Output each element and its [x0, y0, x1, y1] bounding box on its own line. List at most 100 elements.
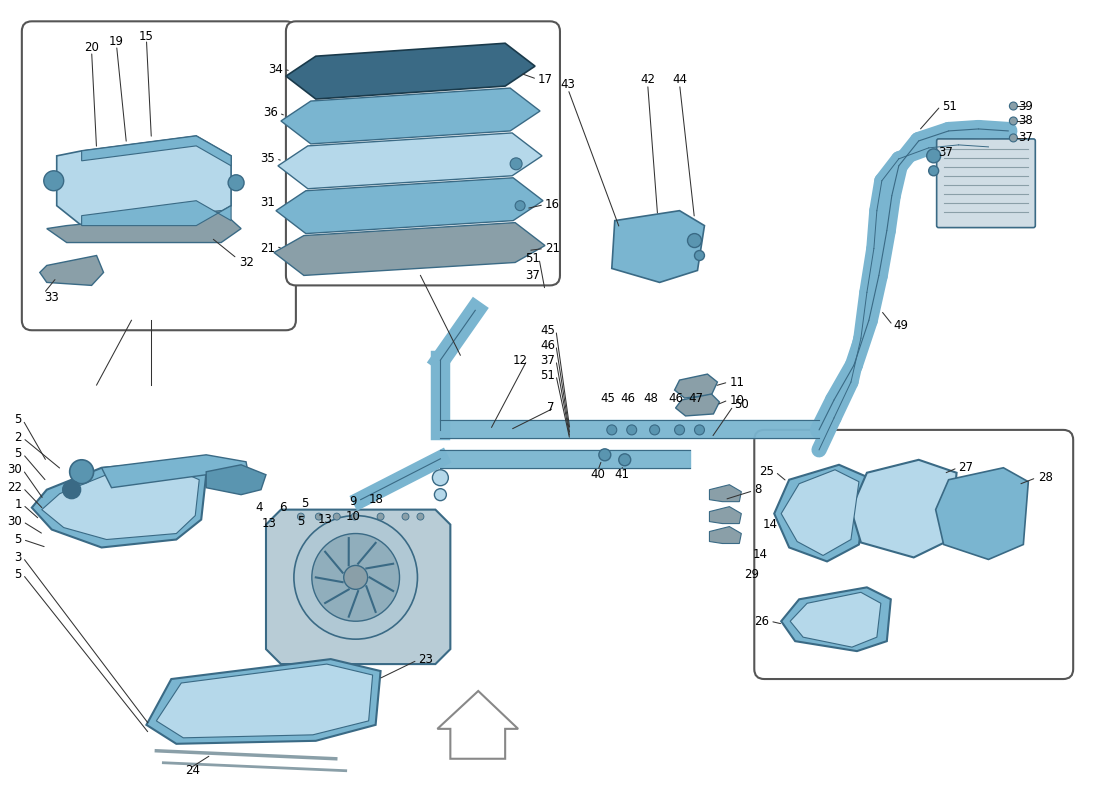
- Text: 34: 34: [268, 62, 283, 76]
- Text: 37: 37: [1019, 131, 1033, 145]
- Circle shape: [377, 513, 384, 520]
- Polygon shape: [81, 136, 231, 166]
- Circle shape: [694, 250, 704, 261]
- Circle shape: [1010, 117, 1018, 125]
- Polygon shape: [674, 374, 717, 398]
- Text: 45: 45: [540, 324, 556, 337]
- Text: 10: 10: [345, 510, 361, 523]
- Circle shape: [1010, 102, 1018, 110]
- Text: 37: 37: [540, 354, 556, 366]
- Circle shape: [928, 166, 938, 176]
- Text: 14: 14: [752, 548, 768, 561]
- FancyBboxPatch shape: [22, 22, 296, 330]
- Polygon shape: [156, 664, 373, 738]
- Text: 5: 5: [301, 497, 309, 510]
- Text: 6: 6: [279, 501, 287, 514]
- Polygon shape: [42, 470, 199, 539]
- Circle shape: [607, 425, 617, 435]
- FancyBboxPatch shape: [286, 22, 560, 286]
- Text: 7: 7: [548, 402, 556, 414]
- Polygon shape: [790, 592, 881, 647]
- Circle shape: [351, 513, 359, 520]
- Text: 36: 36: [263, 106, 278, 119]
- Text: 12: 12: [513, 354, 528, 366]
- Polygon shape: [936, 468, 1028, 559]
- Circle shape: [510, 158, 522, 170]
- Polygon shape: [774, 465, 869, 562]
- Polygon shape: [280, 88, 540, 144]
- Polygon shape: [278, 133, 542, 189]
- Circle shape: [598, 449, 611, 461]
- Text: 33: 33: [44, 291, 58, 304]
- Text: 43: 43: [561, 78, 575, 90]
- Circle shape: [311, 534, 399, 622]
- Text: 37: 37: [938, 146, 954, 159]
- Text: 26: 26: [755, 614, 769, 628]
- Circle shape: [1010, 134, 1018, 142]
- Circle shape: [674, 425, 684, 435]
- Text: 41: 41: [614, 468, 629, 482]
- Circle shape: [434, 489, 447, 501]
- Circle shape: [333, 513, 340, 520]
- Circle shape: [515, 201, 525, 210]
- Text: 22: 22: [7, 481, 22, 494]
- Polygon shape: [675, 394, 719, 416]
- Text: 20: 20: [85, 41, 99, 54]
- Circle shape: [619, 454, 630, 466]
- Circle shape: [297, 513, 305, 520]
- Text: 10: 10: [729, 394, 745, 406]
- Polygon shape: [276, 178, 543, 234]
- Polygon shape: [47, 210, 241, 242]
- Text: 24: 24: [185, 764, 200, 778]
- Text: 25: 25: [759, 466, 774, 478]
- Circle shape: [926, 149, 940, 163]
- Text: 32: 32: [239, 256, 254, 269]
- Polygon shape: [286, 43, 535, 99]
- Text: 2: 2: [14, 431, 22, 444]
- Text: 31: 31: [260, 196, 275, 209]
- Text: 47: 47: [688, 391, 703, 405]
- Polygon shape: [101, 455, 249, 488]
- Circle shape: [63, 481, 80, 498]
- Text: 5: 5: [14, 533, 22, 546]
- Text: 15: 15: [139, 30, 154, 42]
- Text: 45: 45: [601, 391, 615, 405]
- Text: 23: 23: [418, 653, 433, 666]
- Text: 13: 13: [318, 513, 333, 526]
- Text: 38: 38: [1019, 114, 1033, 127]
- Polygon shape: [710, 485, 741, 502]
- Text: 5: 5: [297, 515, 305, 528]
- Polygon shape: [710, 526, 741, 543]
- Circle shape: [650, 425, 660, 435]
- Text: 21: 21: [260, 242, 275, 255]
- Polygon shape: [266, 510, 450, 664]
- Polygon shape: [40, 255, 103, 286]
- Circle shape: [688, 234, 702, 247]
- Text: 46: 46: [668, 391, 683, 405]
- Polygon shape: [32, 462, 206, 547]
- Polygon shape: [710, 506, 741, 523]
- Polygon shape: [146, 659, 381, 744]
- Circle shape: [294, 515, 418, 639]
- Circle shape: [402, 513, 409, 520]
- Text: 40: 40: [591, 468, 605, 482]
- Polygon shape: [851, 460, 957, 558]
- Polygon shape: [612, 210, 704, 282]
- Text: 51: 51: [525, 252, 540, 265]
- Text: 8: 8: [755, 483, 761, 496]
- Text: 27: 27: [958, 462, 974, 474]
- Circle shape: [69, 460, 94, 484]
- Text: 46: 46: [540, 338, 556, 352]
- Circle shape: [343, 566, 367, 590]
- FancyBboxPatch shape: [755, 430, 1074, 679]
- Circle shape: [417, 513, 424, 520]
- Circle shape: [316, 513, 322, 520]
- Text: 16: 16: [544, 198, 560, 211]
- Text: 28: 28: [1038, 471, 1053, 484]
- Text: 51: 51: [942, 99, 957, 113]
- Text: 19: 19: [109, 34, 124, 48]
- Polygon shape: [781, 470, 859, 555]
- Circle shape: [432, 470, 449, 486]
- Circle shape: [44, 170, 64, 190]
- Text: 21: 21: [544, 242, 560, 255]
